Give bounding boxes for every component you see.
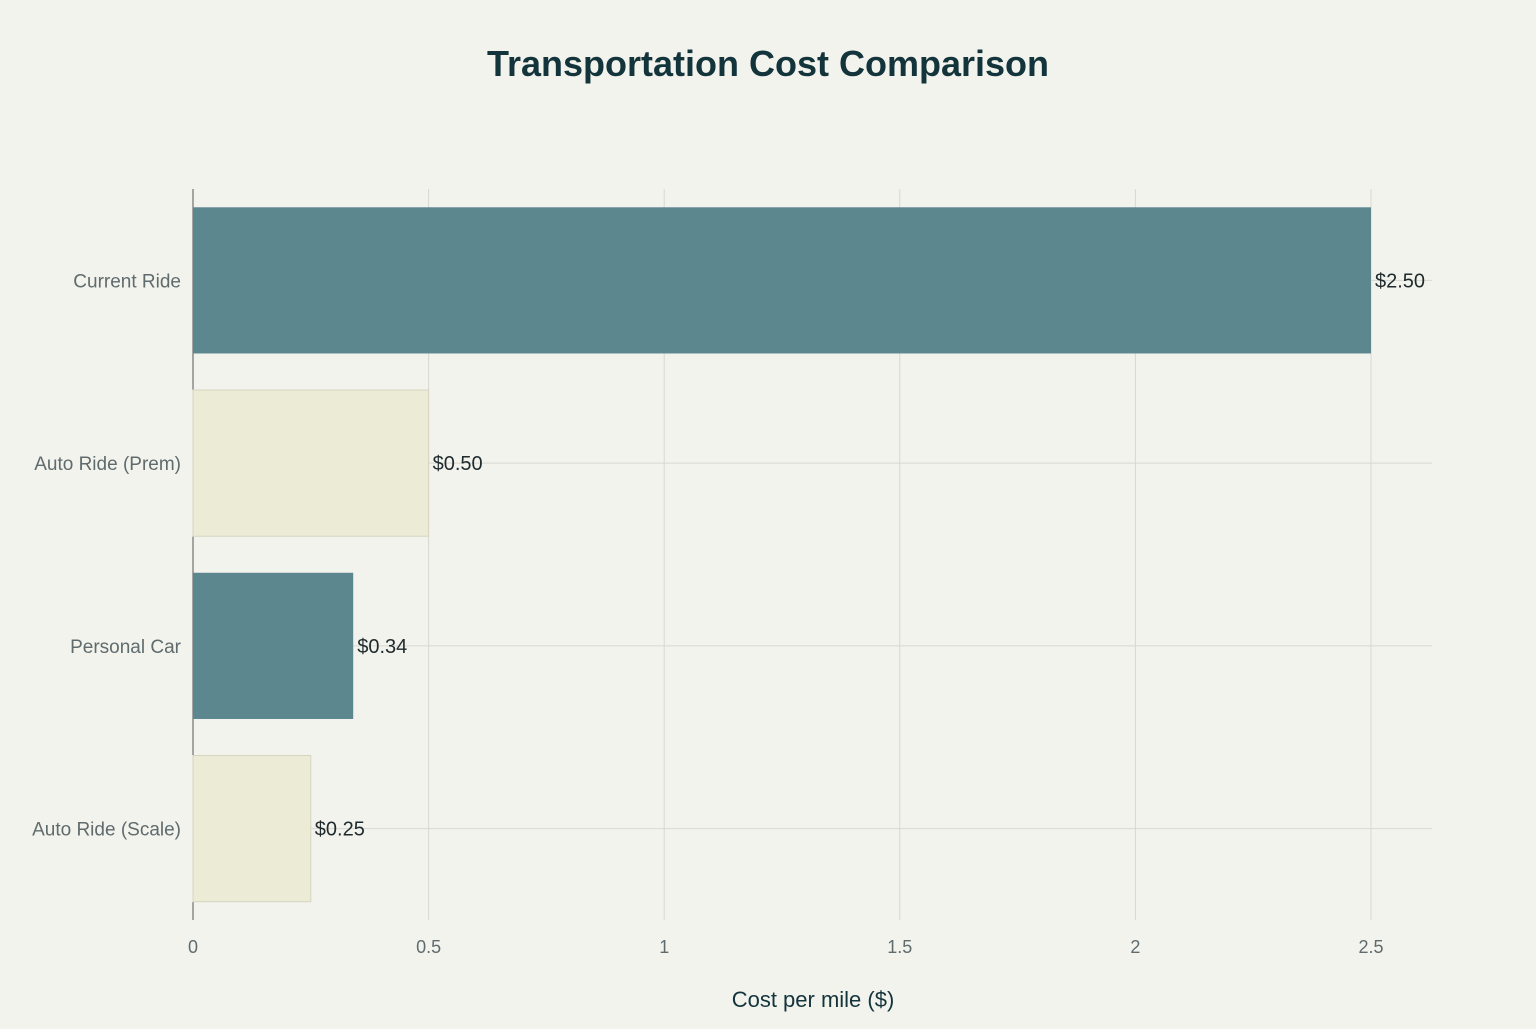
bar (192, 389, 430, 537)
x-tick-label: 0 (188, 937, 198, 957)
bar (193, 572, 354, 719)
y-tick-label: Personal Car (70, 637, 182, 658)
data-label: $0.25 (315, 819, 365, 841)
y-tick-label: Auto Ride (Scale) (32, 820, 181, 841)
chart-title: Transportation Cost Comparison (487, 43, 1049, 84)
x-tick-label: 1 (659, 937, 669, 957)
labels: 0 0.5 1 1.5 2 2.5 $2.50 Current Ride $0.50 Auto R… (32, 270, 1425, 957)
data-label: $2.50 (1375, 270, 1425, 292)
bars (192, 207, 1371, 903)
x-tick-label: 1.5 (887, 937, 912, 957)
data-label: $0.50 (433, 453, 483, 475)
data-label: $0.34 (357, 636, 407, 658)
x-tick-label: 0.5 (416, 937, 441, 957)
x-tick-label: 2.5 (1358, 937, 1383, 957)
x-tick-label: 2 (1130, 937, 1140, 957)
y-tick-label: Current Ride (73, 271, 181, 292)
bar (193, 207, 1371, 354)
y-tick-label: Auto Ride (Prem) (34, 454, 181, 475)
x-axis-label: Cost per mile ($) (732, 987, 895, 1012)
bar (192, 755, 312, 903)
